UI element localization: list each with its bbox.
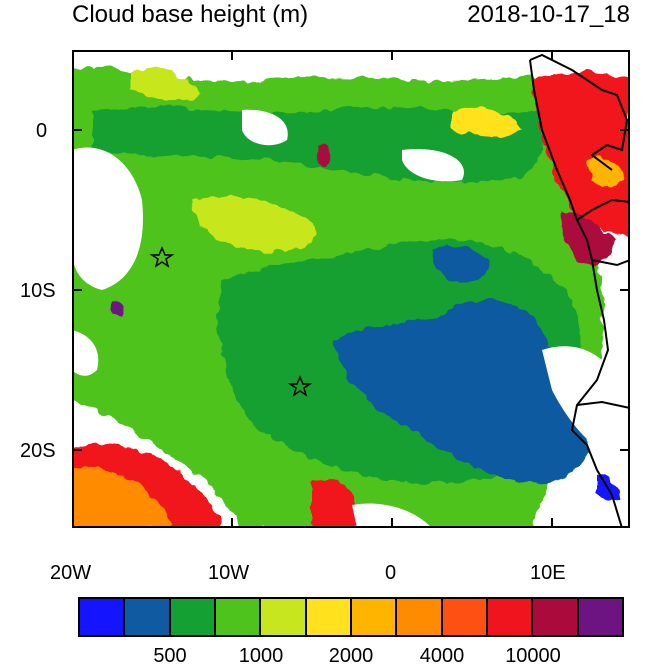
cloud-region-purple-1 xyxy=(110,299,124,319)
colorbar xyxy=(78,597,624,637)
cloud-region-2000 xyxy=(452,108,522,137)
star-marker-2 xyxy=(287,375,313,397)
x-tick-label: 20W xyxy=(50,562,92,584)
colorbar-segment xyxy=(306,599,352,635)
star-marker-1 xyxy=(149,246,175,268)
x-tick-label: 10E xyxy=(530,562,566,584)
coastline xyxy=(529,53,630,528)
y-tick-label: 10S xyxy=(20,280,56,302)
colorbar-segment xyxy=(261,599,307,635)
colorbar-label: 1000 xyxy=(238,645,284,667)
map-title: Cloud base height (m) xyxy=(72,1,309,28)
colorbar-segment xyxy=(442,599,488,635)
colorbar-label: 4000 xyxy=(419,645,465,667)
map-border xyxy=(72,50,630,528)
colorbar-segment xyxy=(170,599,216,635)
colorbar-label: 500 xyxy=(153,645,187,667)
colorbar-segment xyxy=(533,599,579,635)
colorbar-segment xyxy=(397,599,443,635)
cloud-region-3000 xyxy=(587,158,624,187)
colorbar-segment xyxy=(215,599,262,635)
cloud-region-1500 xyxy=(192,196,314,252)
map-plot-area xyxy=(72,50,630,528)
cloud-region-10000-b xyxy=(312,478,357,528)
x-tick-label: 0 xyxy=(385,562,397,584)
colorbar-segment xyxy=(125,599,171,635)
colorbar-segment xyxy=(487,599,534,635)
colorbar-label: 10000 xyxy=(505,645,561,667)
cloud-region-4000 xyxy=(72,468,172,528)
colorbar-segment xyxy=(351,599,398,635)
cloud-base-map xyxy=(72,50,630,528)
colorbar-segment xyxy=(578,599,622,635)
cloud-region-500 xyxy=(332,299,592,484)
cloud-region-10000-c xyxy=(532,72,630,240)
colorbar-label: 2000 xyxy=(328,645,374,667)
site-markers xyxy=(149,246,313,397)
x-tick-label: 10W xyxy=(208,562,250,584)
cloud-region-12000 xyxy=(562,210,617,264)
cloud-field xyxy=(72,67,630,528)
clear-sky-gaps xyxy=(72,109,622,528)
y-tick-label: 20S xyxy=(20,440,56,462)
cloud-region-1500-b xyxy=(132,68,202,101)
cloud-region-500-b xyxy=(431,244,488,283)
map-timestamp: 2018-10-17_18 xyxy=(467,1,630,28)
colorbar-segment xyxy=(80,599,126,635)
y-tick-label: 0 xyxy=(36,120,48,142)
cloud-region-purple-2 xyxy=(316,144,331,166)
